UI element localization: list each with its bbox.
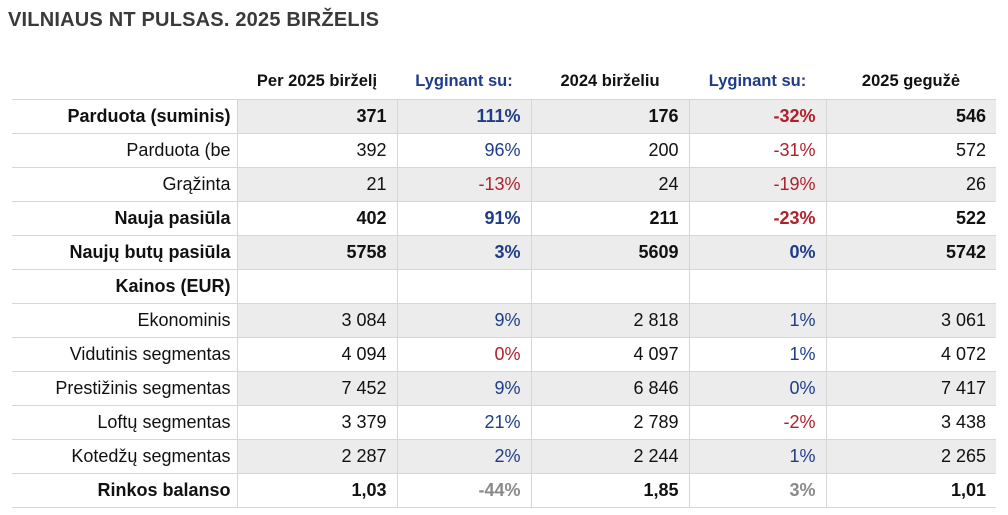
value-current: 5758: [236, 235, 397, 270]
change-vs-previous-month: 1%: [688, 303, 826, 338]
value-current: 402: [236, 201, 397, 236]
value-last-year: [530, 269, 689, 304]
value-previous-month: 4 072: [825, 337, 996, 372]
value-current: 7 452: [236, 371, 397, 406]
value-last-year: 2 244: [530, 439, 689, 474]
table-row: Rinkos balanso 1,03 -44% 1,85 3% 1,01: [12, 473, 996, 508]
change-vs-last-year: -44%: [396, 473, 531, 508]
header-previous-month: 2025 gegužė: [861, 71, 961, 90]
change-vs-last-year: 91%: [396, 201, 531, 236]
table-row: Prestižinis segmentas 7 452 9% 6 846 0% 7 417: [12, 371, 996, 406]
change-vs-previous-month: -23%: [688, 201, 826, 236]
table-body: Parduota (suminis) 371 111% 176 -32% 546 Pardu…: [12, 99, 996, 508]
row-label: Loftų segmentas: [12, 405, 237, 440]
header-label: [12, 63, 237, 100]
value-previous-month: 26: [825, 167, 996, 202]
value-last-year: 24: [530, 167, 689, 202]
value-previous-month: 7 417: [825, 371, 996, 406]
table-row: Grąžinta 21 -13% 24 -19% 26: [12, 167, 996, 202]
page-title: VILNIAUS NT PULSAS. 2025 BIRŽELIS: [8, 9, 380, 31]
table-row: Parduota (suminis) 371 111% 176 -32% 546: [12, 99, 996, 134]
value-last-year: 200: [530, 133, 689, 168]
value-current: 371: [236, 99, 397, 134]
value-last-year: 6 846: [530, 371, 689, 406]
change-vs-previous-month: [688, 269, 826, 304]
value-previous-month: [825, 269, 996, 304]
table-row: Parduota (be 392 96% 200 -31% 572: [12, 133, 996, 168]
value-current: 21: [236, 167, 397, 202]
table-row: Kotedžų segmentas 2 287 2% 2 244 1% 2 265: [12, 439, 996, 474]
change-vs-previous-month: -2%: [688, 405, 826, 440]
table-row: Naujų butų pasiūla 5758 3% 5609 0% 5742: [12, 235, 996, 270]
value-previous-month: 1,01: [825, 473, 996, 508]
value-last-year: 2 789: [530, 405, 689, 440]
change-vs-last-year: 9%: [396, 371, 531, 406]
value-last-year: 211: [530, 201, 689, 236]
value-previous-month: 3 061: [825, 303, 996, 338]
value-previous-month: 3 438: [825, 405, 996, 440]
value-previous-month: 5742: [825, 235, 996, 270]
market-pulse-table: Per 2025 birželį Lyginant su: 2024 birže…: [12, 63, 996, 508]
value-last-year: 4 097: [530, 337, 689, 372]
change-vs-last-year: -13%: [396, 167, 531, 202]
change-vs-previous-month: 0%: [688, 235, 826, 270]
value-last-year: 1,85: [530, 473, 689, 508]
change-vs-last-year: 111%: [396, 99, 531, 134]
value-last-year: 2 818: [530, 303, 689, 338]
row-label: Rinkos balanso: [12, 473, 237, 508]
value-current: 3 379: [236, 405, 397, 440]
change-vs-previous-month: 0%: [688, 371, 826, 406]
value-current: 3 084: [236, 303, 397, 338]
change-vs-last-year: 3%: [396, 235, 531, 270]
header-last-year: 2024 birželiu: [560, 71, 660, 90]
change-vs-last-year: 96%: [396, 133, 531, 168]
table-row: Vidutinis segmentas 4 094 0% 4 097 1% 4 072: [12, 337, 996, 372]
value-last-year: 5609: [530, 235, 689, 270]
table-row: Kainos (EUR): [12, 269, 996, 304]
table-row: Nauja pasiūla 402 91% 211 -23% 522: [12, 201, 996, 236]
header-compare-1: Lyginant su:: [415, 71, 513, 90]
value-current: 1,03: [236, 473, 397, 508]
table-row: Loftų segmentas 3 379 21% 2 789 -2% 3 438: [12, 405, 996, 440]
row-label: Ekonominis: [12, 303, 237, 338]
row-label: Parduota (be: [12, 133, 237, 168]
change-vs-last-year: 9%: [396, 303, 531, 338]
value-previous-month: 572: [825, 133, 996, 168]
row-label: Kainos (EUR): [12, 269, 237, 304]
row-label: Naujų butų pasiūla: [12, 235, 237, 270]
change-vs-last-year: 21%: [396, 405, 531, 440]
header-row: Per 2025 birželį Lyginant su: 2024 birže…: [12, 63, 996, 100]
table-row: Ekonominis 3 084 9% 2 818 1% 3 061: [12, 303, 996, 338]
row-label: Nauja pasiūla: [12, 201, 237, 236]
row-label: Parduota (suminis): [12, 99, 237, 134]
row-label: Kotedžų segmentas: [12, 439, 237, 474]
value-previous-month: 522: [825, 201, 996, 236]
change-vs-previous-month: 1%: [688, 439, 826, 474]
change-vs-previous-month: -32%: [688, 99, 826, 134]
change-vs-previous-month: 1%: [688, 337, 826, 372]
change-vs-last-year: 0%: [396, 337, 531, 372]
row-label: Grąžinta: [12, 167, 237, 202]
change-vs-last-year: 2%: [396, 439, 531, 474]
value-current: 4 094: [236, 337, 397, 372]
value-previous-month: 546: [825, 99, 996, 134]
change-vs-previous-month: -31%: [688, 133, 826, 168]
row-label: Vidutinis segmentas: [12, 337, 237, 372]
value-current: 392: [236, 133, 397, 168]
change-vs-previous-month: -19%: [688, 167, 826, 202]
change-vs-last-year: [396, 269, 531, 304]
value-current: [236, 269, 397, 304]
value-last-year: 176: [530, 99, 689, 134]
header-compare-2: Lyginant su:: [708, 71, 807, 90]
change-vs-previous-month: 3%: [688, 473, 826, 508]
header-current-month: Per 2025 birželį: [256, 71, 378, 90]
value-previous-month: 2 265: [825, 439, 996, 474]
value-current: 2 287: [236, 439, 397, 474]
row-label: Prestižinis segmentas: [12, 371, 237, 406]
